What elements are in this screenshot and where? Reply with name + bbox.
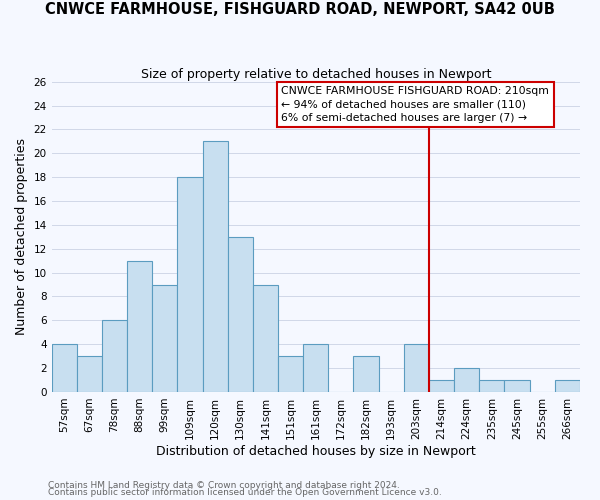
Bar (127, 260, 152, 392)
X-axis label: Distribution of detached houses by size in Newport: Distribution of detached houses by size … (156, 444, 476, 458)
Text: CNWCE FARMHOUSE FISHGUARD ROAD: 210sqm
← 94% of detached houses are smaller (110: CNWCE FARMHOUSE FISHGUARD ROAD: 210sqm ←… (281, 86, 550, 122)
Bar (505, 380, 530, 392)
Text: CNWCE FARMHOUSE, FISHGUARD ROAD, NEWPORT, SA42 0UB: CNWCE FARMHOUSE, FISHGUARD ROAD, NEWPORT… (45, 2, 555, 18)
Bar (77, 356, 102, 392)
Y-axis label: Number of detached properties: Number of detached properties (15, 138, 28, 336)
Bar (253, 284, 278, 392)
Bar (454, 368, 479, 392)
Bar (479, 380, 505, 392)
Bar (102, 320, 127, 392)
Bar (152, 284, 178, 392)
Text: Contains public sector information licensed under the Open Government Licence v3: Contains public sector information licen… (48, 488, 442, 497)
Bar (278, 356, 303, 392)
Bar (404, 344, 429, 392)
Title: Size of property relative to detached houses in Newport: Size of property relative to detached ho… (140, 68, 491, 80)
Bar (52, 344, 77, 392)
Bar (554, 380, 580, 392)
Bar (303, 344, 328, 392)
Bar (228, 237, 253, 392)
Text: Contains HM Land Registry data © Crown copyright and database right 2024.: Contains HM Land Registry data © Crown c… (48, 480, 400, 490)
Bar (353, 356, 379, 392)
Bar (203, 142, 228, 392)
Bar (178, 177, 203, 392)
Bar (429, 380, 454, 392)
